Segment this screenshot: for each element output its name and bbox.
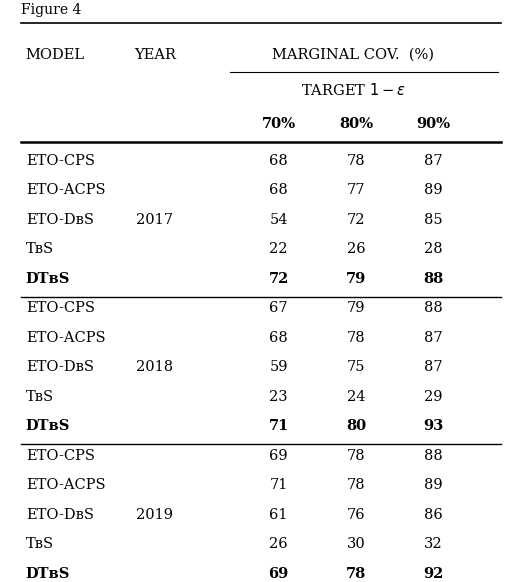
Text: 88: 88 <box>424 301 443 315</box>
Text: TʙS: TʙS <box>26 537 54 552</box>
Text: 78: 78 <box>347 478 365 492</box>
Text: ETO-DʙS: ETO-DʙS <box>26 213 94 227</box>
Text: 78: 78 <box>346 567 366 581</box>
Text: MARGINAL COV.  (%): MARGINAL COV. (%) <box>272 48 434 62</box>
Text: 24: 24 <box>347 390 365 404</box>
Text: 71: 71 <box>269 478 288 492</box>
Text: 79: 79 <box>346 272 366 286</box>
Text: 90%: 90% <box>416 118 450 132</box>
Text: 87: 87 <box>424 360 443 374</box>
Text: 93: 93 <box>423 420 444 434</box>
Text: 32: 32 <box>424 537 443 552</box>
Text: ETO-CPS: ETO-CPS <box>26 301 95 315</box>
Text: 72: 72 <box>268 272 289 286</box>
Text: MODEL: MODEL <box>26 48 85 62</box>
Text: TARGET $1 - \epsilon$: TARGET $1 - \epsilon$ <box>301 81 406 98</box>
Text: ETO-ACPS: ETO-ACPS <box>26 331 105 345</box>
Text: 80%: 80% <box>339 118 373 132</box>
Text: 22: 22 <box>269 243 288 257</box>
Text: 68: 68 <box>269 331 288 345</box>
Text: 26: 26 <box>269 537 288 552</box>
Text: 71: 71 <box>268 420 289 434</box>
Text: ETO-DʙS: ETO-DʙS <box>26 508 94 522</box>
Text: 2018: 2018 <box>136 360 173 374</box>
Text: 69: 69 <box>268 567 289 581</box>
Text: 89: 89 <box>424 183 443 197</box>
Text: 87: 87 <box>424 331 443 345</box>
Text: 76: 76 <box>347 508 365 522</box>
Text: DTʙS: DTʙS <box>26 567 70 581</box>
Text: 28: 28 <box>424 243 443 257</box>
Text: 88: 88 <box>424 449 443 463</box>
Text: 70%: 70% <box>262 118 296 132</box>
Text: 77: 77 <box>347 183 365 197</box>
Text: TʙS: TʙS <box>26 390 54 404</box>
Text: 30: 30 <box>347 537 365 552</box>
Text: ETO-ACPS: ETO-ACPS <box>26 183 105 197</box>
Text: ETO-ACPS: ETO-ACPS <box>26 478 105 492</box>
Text: 72: 72 <box>347 213 365 227</box>
Text: 68: 68 <box>269 154 288 168</box>
Text: 80: 80 <box>346 420 366 434</box>
Text: 2017: 2017 <box>136 213 173 227</box>
Text: DTʙS: DTʙS <box>26 420 70 434</box>
Text: 78: 78 <box>347 154 365 168</box>
Text: 68: 68 <box>269 183 288 197</box>
Text: 92: 92 <box>423 567 444 581</box>
Text: 87: 87 <box>424 154 443 168</box>
Text: DTʙS: DTʙS <box>26 272 70 286</box>
Text: 78: 78 <box>347 331 365 345</box>
Text: 86: 86 <box>424 508 443 522</box>
Text: ETO-DʙS: ETO-DʙS <box>26 360 94 374</box>
Text: 61: 61 <box>269 508 288 522</box>
Text: 85: 85 <box>424 213 443 227</box>
Text: Figure 4: Figure 4 <box>21 3 81 17</box>
Text: 89: 89 <box>424 478 443 492</box>
Text: ETO-CPS: ETO-CPS <box>26 449 95 463</box>
Text: YEAR: YEAR <box>134 48 176 62</box>
Text: 23: 23 <box>269 390 288 404</box>
Text: TʙS: TʙS <box>26 243 54 257</box>
Text: 88: 88 <box>423 272 444 286</box>
Text: 69: 69 <box>269 449 288 463</box>
Text: 59: 59 <box>269 360 288 374</box>
Text: 79: 79 <box>347 301 365 315</box>
Text: ETO-CPS: ETO-CPS <box>26 154 95 168</box>
Text: 67: 67 <box>269 301 288 315</box>
Text: 75: 75 <box>347 360 365 374</box>
Text: 26: 26 <box>347 243 365 257</box>
Text: 78: 78 <box>347 449 365 463</box>
Text: 2019: 2019 <box>136 508 173 522</box>
Text: 54: 54 <box>269 213 288 227</box>
Text: 29: 29 <box>424 390 443 404</box>
